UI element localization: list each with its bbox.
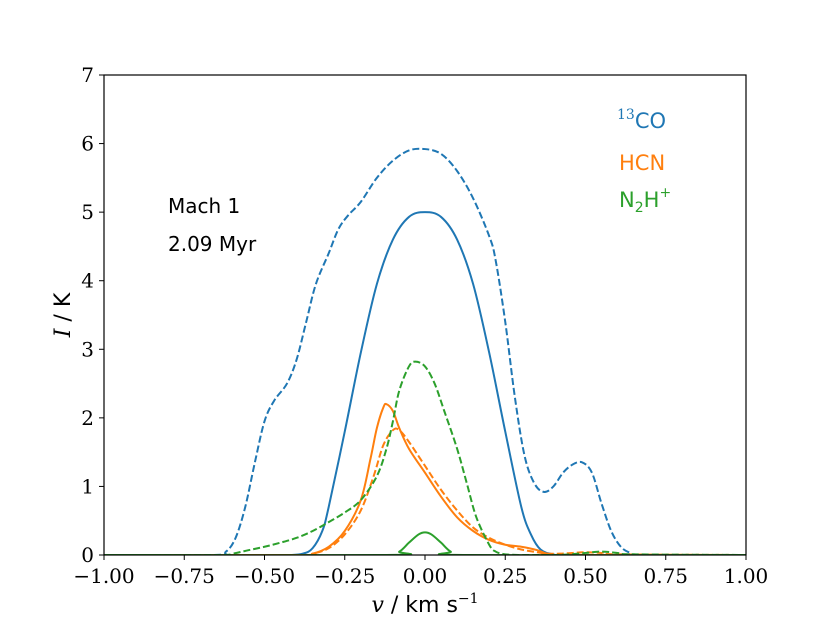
- annotation-age: 2.09 Myr: [168, 232, 257, 256]
- y-tick-label: 2: [81, 406, 94, 430]
- legend-n2h-base: N: [619, 188, 635, 212]
- y-tick-label: 5: [81, 200, 94, 224]
- legend-n2h-base2: H: [644, 188, 660, 212]
- series-line-hcn-dashed: [104, 427, 746, 555]
- x-tick-label: 0.75: [643, 564, 688, 588]
- x-axis-unit-exp: −1: [458, 591, 479, 607]
- y-tick-label: 6: [81, 132, 94, 156]
- y-tick-label: 3: [81, 337, 94, 361]
- x-axis-symbol: v: [371, 593, 384, 618]
- x-tick-label: 1.00: [724, 564, 769, 588]
- legend-entry-13co: 13CO: [617, 107, 666, 133]
- ticks-layer: −1.00 −0.75 −0.50 −0.25 0.00 0.25 0.50 0.75 1.00…: [73, 63, 768, 588]
- legend-13co-sup: 13: [617, 107, 635, 123]
- series-layer: [104, 147, 746, 555]
- legend-n2h-sup: +: [659, 185, 671, 201]
- y-tick-label: 4: [81, 269, 94, 293]
- x-tick-label: 0.25: [483, 564, 528, 588]
- x-tick-label: 0.00: [403, 564, 448, 588]
- y-axis-unit: K: [51, 292, 76, 307]
- plot-frame: [103, 74, 747, 556]
- x-tick-label: −0.50: [234, 564, 295, 588]
- y-tick-label: 1: [81, 474, 94, 498]
- x-axis-unit: km s: [405, 593, 458, 618]
- y-axis-sep: /: [51, 307, 76, 328]
- y-axis-label: I / K: [51, 292, 76, 338]
- series-line-n2h-dashed: [104, 360, 746, 555]
- series-line-13co-dashed: [104, 147, 746, 555]
- legend-n2h-sub: 2: [635, 200, 644, 216]
- x-tick-label: −0.25: [314, 564, 375, 588]
- y-tick-label: 7: [81, 63, 94, 87]
- series-line-13co-solid: [104, 211, 746, 555]
- y-tick-label: 0: [81, 543, 94, 567]
- legend-13co-base: CO: [635, 109, 666, 133]
- y-axis-symbol: I: [51, 327, 76, 338]
- annotation-mach: Mach 1: [168, 194, 240, 218]
- legend-entry-hcn: HCN: [619, 151, 665, 175]
- legend: 13CO HCN N2H+: [617, 107, 671, 216]
- series-line-hcn-solid: [104, 402, 746, 555]
- legend-entry-n2h: N2H+: [619, 185, 671, 216]
- x-tick-label: 0.50: [563, 564, 608, 588]
- x-axis-sep: /: [384, 593, 405, 618]
- series-line-n2h-solid: [104, 531, 746, 555]
- x-axis-label: v / km s−1: [371, 591, 478, 618]
- x-tick-label: −0.75: [154, 564, 215, 588]
- x-tick-label: −1.00: [73, 564, 134, 588]
